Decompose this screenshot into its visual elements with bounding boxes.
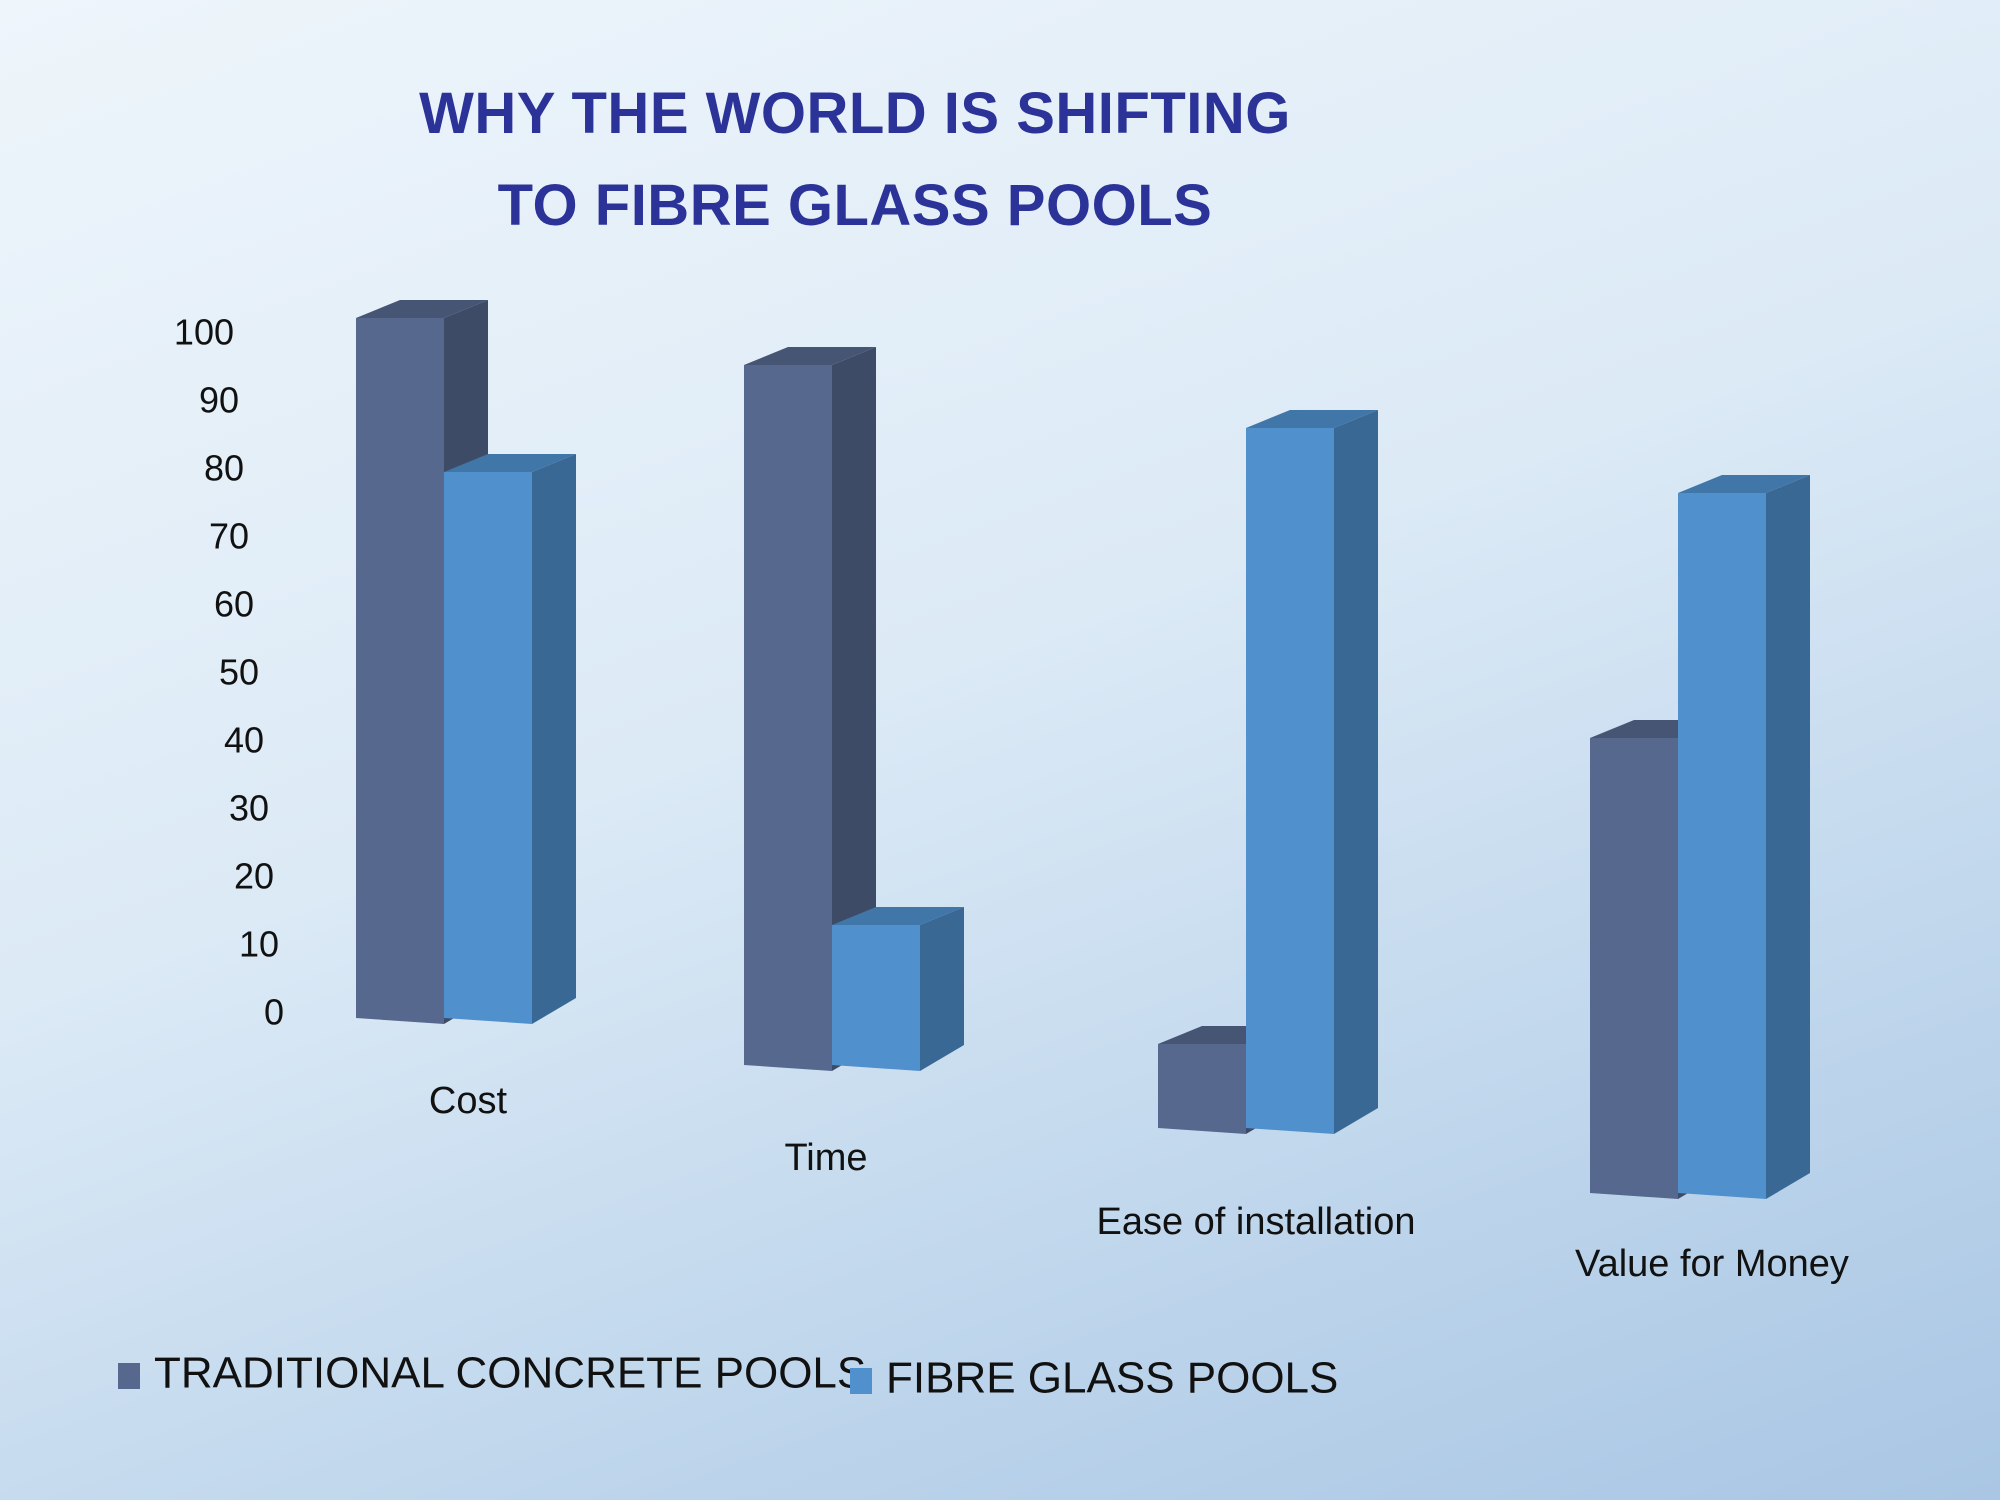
y-tick-label: 100 — [174, 312, 234, 353]
y-tick-label: 20 — [234, 856, 274, 897]
bar-side-fibreglass — [1766, 475, 1810, 1199]
bar-side-fibreglass — [532, 454, 576, 1024]
chart-title-line-1: WHY THE WORLD IS SHIFTING — [419, 81, 1291, 146]
legend-swatch — [118, 1363, 140, 1389]
y-tick-label: 40 — [224, 720, 264, 761]
bar-top-concrete — [744, 347, 876, 365]
y-tick-label: 70 — [209, 516, 249, 557]
legend-label: FIBRE GLASS POOLS — [886, 1354, 1338, 1403]
category-label: Ease of installation — [1097, 1201, 1416, 1243]
bar-top-fibreglass — [444, 454, 576, 472]
bar-concrete — [1158, 1044, 1246, 1134]
bar-concrete — [1590, 738, 1678, 1199]
bar-side-fibreglass — [1334, 410, 1378, 1134]
y-tick-label: 60 — [214, 584, 254, 625]
legend-label: TRADITIONAL CONCRETE POOLS — [154, 1349, 866, 1398]
y-tick-label: 30 — [229, 788, 269, 829]
bar-side-concrete — [832, 347, 876, 1071]
bar-side-fibreglass — [920, 907, 964, 1071]
legend-swatch — [850, 1368, 872, 1394]
y-tick-label: 0 — [264, 992, 284, 1033]
bar-fibreglass — [1246, 428, 1334, 1134]
y-tick-label: 90 — [199, 380, 239, 421]
y-tick-label: 80 — [204, 448, 244, 489]
bar-fibreglass — [832, 925, 920, 1071]
bar-fibreglass — [1678, 493, 1766, 1199]
bar-top-fibreglass — [1246, 410, 1378, 428]
category-label: Value for Money — [1575, 1243, 1849, 1285]
chart-title-line-2: TO FIBRE GLASS POOLS — [497, 173, 1213, 238]
bar-top-fibreglass — [832, 907, 964, 925]
category-label: Time — [784, 1137, 867, 1179]
bar-top-concrete — [356, 300, 488, 318]
bar-fibreglass — [444, 472, 532, 1024]
bar-concrete — [356, 318, 444, 1024]
y-tick-label: 10 — [239, 924, 279, 965]
bar-concrete — [744, 365, 832, 1071]
category-label: Cost — [429, 1080, 508, 1122]
bar-top-fibreglass — [1678, 475, 1810, 493]
y-tick-label: 50 — [219, 652, 259, 693]
